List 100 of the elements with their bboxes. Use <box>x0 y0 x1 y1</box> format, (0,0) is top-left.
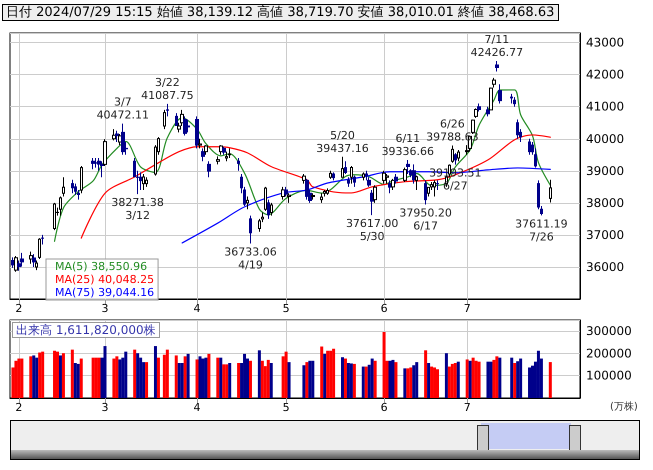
bar <box>41 352 44 398</box>
candlestick <box>284 186 288 197</box>
candlestick <box>516 119 519 140</box>
bar <box>248 360 252 398</box>
bar <box>362 366 365 398</box>
candlestick <box>41 234 44 246</box>
bar <box>260 360 264 398</box>
candlestick <box>14 256 18 272</box>
candlestick <box>424 180 427 205</box>
candlestick <box>264 186 267 212</box>
candlestick <box>370 190 374 216</box>
y-axis-title: (万株) <box>610 400 638 412</box>
bar <box>237 363 240 398</box>
annotation: 37617.00 5/30 <box>346 217 398 244</box>
candlestick <box>11 256 15 268</box>
bar <box>74 363 77 398</box>
bar <box>270 363 273 398</box>
bar <box>391 360 394 398</box>
candlestick <box>59 196 62 216</box>
bar <box>388 360 392 398</box>
bar <box>219 358 222 398</box>
candlestick <box>451 145 454 164</box>
candlestick <box>332 172 335 181</box>
candlestick <box>281 186 285 200</box>
x-tick-label: 6 <box>380 302 388 315</box>
bar <box>284 352 288 398</box>
bar <box>341 357 344 398</box>
bar <box>115 356 118 398</box>
candlestick <box>329 170 332 180</box>
annotation: 5/20 39437.16 <box>316 128 369 155</box>
bar <box>38 352 42 398</box>
candlestick <box>510 93 513 104</box>
candlestick <box>80 166 83 194</box>
bar <box>186 354 190 398</box>
candlestick <box>415 175 418 191</box>
candlestick <box>347 176 350 188</box>
candlestick <box>74 183 77 196</box>
x-tick-label: 2 <box>15 302 22 315</box>
x-tick-label: 4 <box>194 302 201 315</box>
text: MA(25) 40,048.25 <box>55 273 154 286</box>
bar <box>456 362 460 398</box>
text: MA(75) 39,044.16 <box>55 286 154 299</box>
bar <box>329 350 332 398</box>
bar <box>382 332 386 398</box>
bar <box>180 363 184 398</box>
bar <box>53 350 56 398</box>
candlestick <box>175 112 178 126</box>
annotation: 36733.06 4/19 <box>224 245 277 272</box>
candlestick <box>163 109 166 130</box>
candlestick <box>112 128 116 141</box>
candlestick <box>94 157 98 168</box>
bar <box>104 346 106 398</box>
bar <box>225 364 228 398</box>
bar <box>344 358 347 398</box>
bar <box>207 354 210 398</box>
bar <box>20 358 24 398</box>
bar <box>495 356 498 398</box>
bar <box>332 348 336 398</box>
bar <box>472 358 475 398</box>
candlestick <box>492 77 496 88</box>
candlestick <box>353 175 356 188</box>
y-tick-label: 42000 <box>586 68 624 82</box>
y-tick-label: 100000 <box>586 368 632 383</box>
bar <box>474 360 478 398</box>
candlestick <box>388 180 392 194</box>
bar <box>528 367 532 398</box>
bar <box>323 354 326 398</box>
x-tick-label: 3 <box>102 401 108 414</box>
candlestick <box>436 180 439 191</box>
candlestick <box>427 186 430 197</box>
bar <box>17 358 20 398</box>
candlestick <box>201 148 205 162</box>
bar <box>14 360 18 398</box>
bar <box>510 358 514 398</box>
bar <box>548 362 552 398</box>
candlestick <box>341 156 344 178</box>
candlestick <box>103 138 107 166</box>
bar <box>156 358 160 398</box>
bar <box>370 358 374 398</box>
bar <box>444 353 448 398</box>
candlestick <box>489 86 493 110</box>
x-tick-label: 7 <box>464 302 471 315</box>
bar <box>98 358 101 398</box>
bar <box>302 365 306 398</box>
bar <box>92 358 95 398</box>
bar <box>154 346 157 398</box>
candlestick <box>219 144 223 156</box>
bar <box>112 358 116 398</box>
bar <box>266 360 270 398</box>
bar <box>288 362 291 398</box>
bar <box>406 368 410 398</box>
bar <box>305 362 308 398</box>
candlestick <box>195 116 199 149</box>
x-tick-label: 6 <box>380 401 388 414</box>
candlestick <box>29 251 33 264</box>
candlestick <box>391 178 395 191</box>
chart-title: 出来高 1,611,820,000株 <box>16 323 156 337</box>
candlestick <box>186 119 190 133</box>
bar <box>350 363 353 398</box>
y-tick-label: 300000 <box>586 324 632 338</box>
